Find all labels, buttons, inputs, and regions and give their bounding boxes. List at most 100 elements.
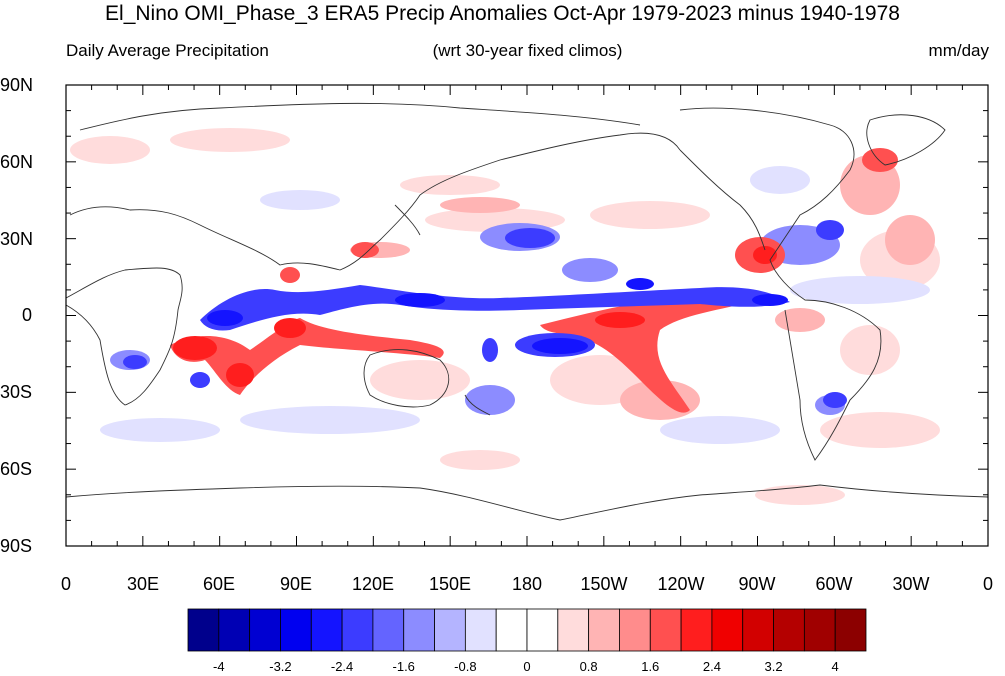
anomaly-patch [840,325,900,375]
colorbar-label: -4 [213,659,225,674]
anomaly-patch [260,190,340,210]
colorbar-label: 2.4 [702,659,721,674]
colorbar-swatch [619,608,651,652]
colorbar-swatch [834,608,867,652]
colorbar-swatch [218,608,251,652]
strong-negative-cores [207,278,788,354]
colorbar-label: -0.8 [454,659,477,674]
colorbar-swatch [403,608,435,652]
lat-label-30s: 30S [0,382,33,402]
lat-label-60s: 60S [0,459,33,479]
lon-label-150e: 150E [428,574,472,594]
coastline-americas [679,107,882,461]
anomaly-patch [70,136,150,164]
lon-label-0-east: 0 [982,574,993,594]
colorbar-label: -3.2 [269,659,292,674]
lon-label-60e: 60E [202,574,236,594]
lon-label-180: 180 [511,574,543,594]
anomaly-patch [170,128,290,152]
anomaly-band [505,228,555,248]
lon-label-0: 0 [60,574,71,594]
anomaly-core [207,310,243,326]
coastlines [66,102,988,521]
colorbar-swatch [588,608,620,652]
lon-label-90w: 90W [738,574,776,594]
lon-label-120w: 120W [657,574,705,594]
colorbar [187,608,867,652]
anomaly-core [226,363,254,387]
anomaly-band [862,148,898,172]
lon-label-120e: 120E [351,574,395,594]
coastline-arctic-eurasia [79,102,641,131]
coastline-africa [66,267,183,406]
lon-label-90e: 90E [279,574,313,594]
anomaly-patch [465,385,515,415]
anomaly-band [200,285,790,331]
anomaly-patch [100,418,220,442]
colorbar-swatch [711,608,744,652]
lon-label-150w: 150W [580,574,628,594]
colorbar-swatch [341,608,374,652]
anomaly-patch [562,258,618,282]
lon-label-30e: 30E [126,574,160,594]
anomaly-band [190,372,210,388]
anomaly-band [280,267,300,283]
anomaly-patch [790,276,930,304]
map-border [65,84,989,547]
map-title: El_Nino OMI_Phase_3 ERA5 Precip Anomalie… [105,2,900,25]
colorbar-label: 0.8 [579,659,598,674]
anomaly-patch [775,308,825,332]
anomaly-core [173,336,217,360]
lon-label-30w: 30W [892,574,930,594]
colorbar-swatch [280,608,312,652]
colorbar-swatch [187,608,220,652]
pale-anomaly-patches [70,128,940,505]
colorbar-swatch [434,608,466,652]
lat-label-90s: 90S [0,536,33,556]
colorbar-label: 4 [831,659,839,674]
anomaly-patch [885,215,935,265]
anomaly-band [540,295,760,413]
anomaly-patch [440,197,520,213]
axis-ticks [65,84,989,547]
coastline-eurasia-south [69,132,681,271]
anomaly-patch [750,166,810,194]
colorbar-swatch [464,608,497,652]
strong-positive-cores [173,246,777,387]
colorbar-swatch [742,608,774,652]
anomaly-core [395,293,445,307]
anomaly-patch [240,406,420,434]
subtitle-units: mm/day [928,41,989,60]
colorbar-swatch [557,608,590,652]
lat-label-eq: 0 [22,305,33,325]
colorbar-swatch [372,608,405,652]
anomaly-core [626,278,654,290]
lat-label-90n: 90N [0,75,34,95]
anomaly-core [753,246,777,264]
coastline-new-zealand [464,394,491,416]
lon-label-60w: 60W [815,574,853,594]
subtitle-variable: Daily Average Precipitation [66,41,269,60]
colorbar-label: 1.6 [641,659,660,674]
anomaly-band [482,338,498,362]
anomaly-core [595,312,645,328]
anomaly-patch [590,201,710,229]
anomaly-core [752,294,788,306]
anomaly-patch [440,450,520,470]
anomaly-band [351,242,379,258]
anomaly-band [123,355,147,369]
anomaly-core [274,318,306,338]
anomaly-band [823,392,847,408]
colorbar-swatch [803,608,836,652]
colorbar-label: -1.6 [392,659,415,674]
subtitle-climatology: (wrt 30-year fixed climos) [432,41,623,60]
lat-label-30n: 30N [0,229,34,249]
colorbar-swatch [649,608,682,652]
colorbar-swatch [249,608,281,652]
coastline-greenland [866,114,946,166]
colorbar-label: -2.4 [330,659,354,674]
colorbar-label: 0 [523,659,531,674]
colorbar-label: 3.2 [764,659,783,674]
anomaly-patch [370,360,470,400]
anomaly-patch [400,175,500,195]
